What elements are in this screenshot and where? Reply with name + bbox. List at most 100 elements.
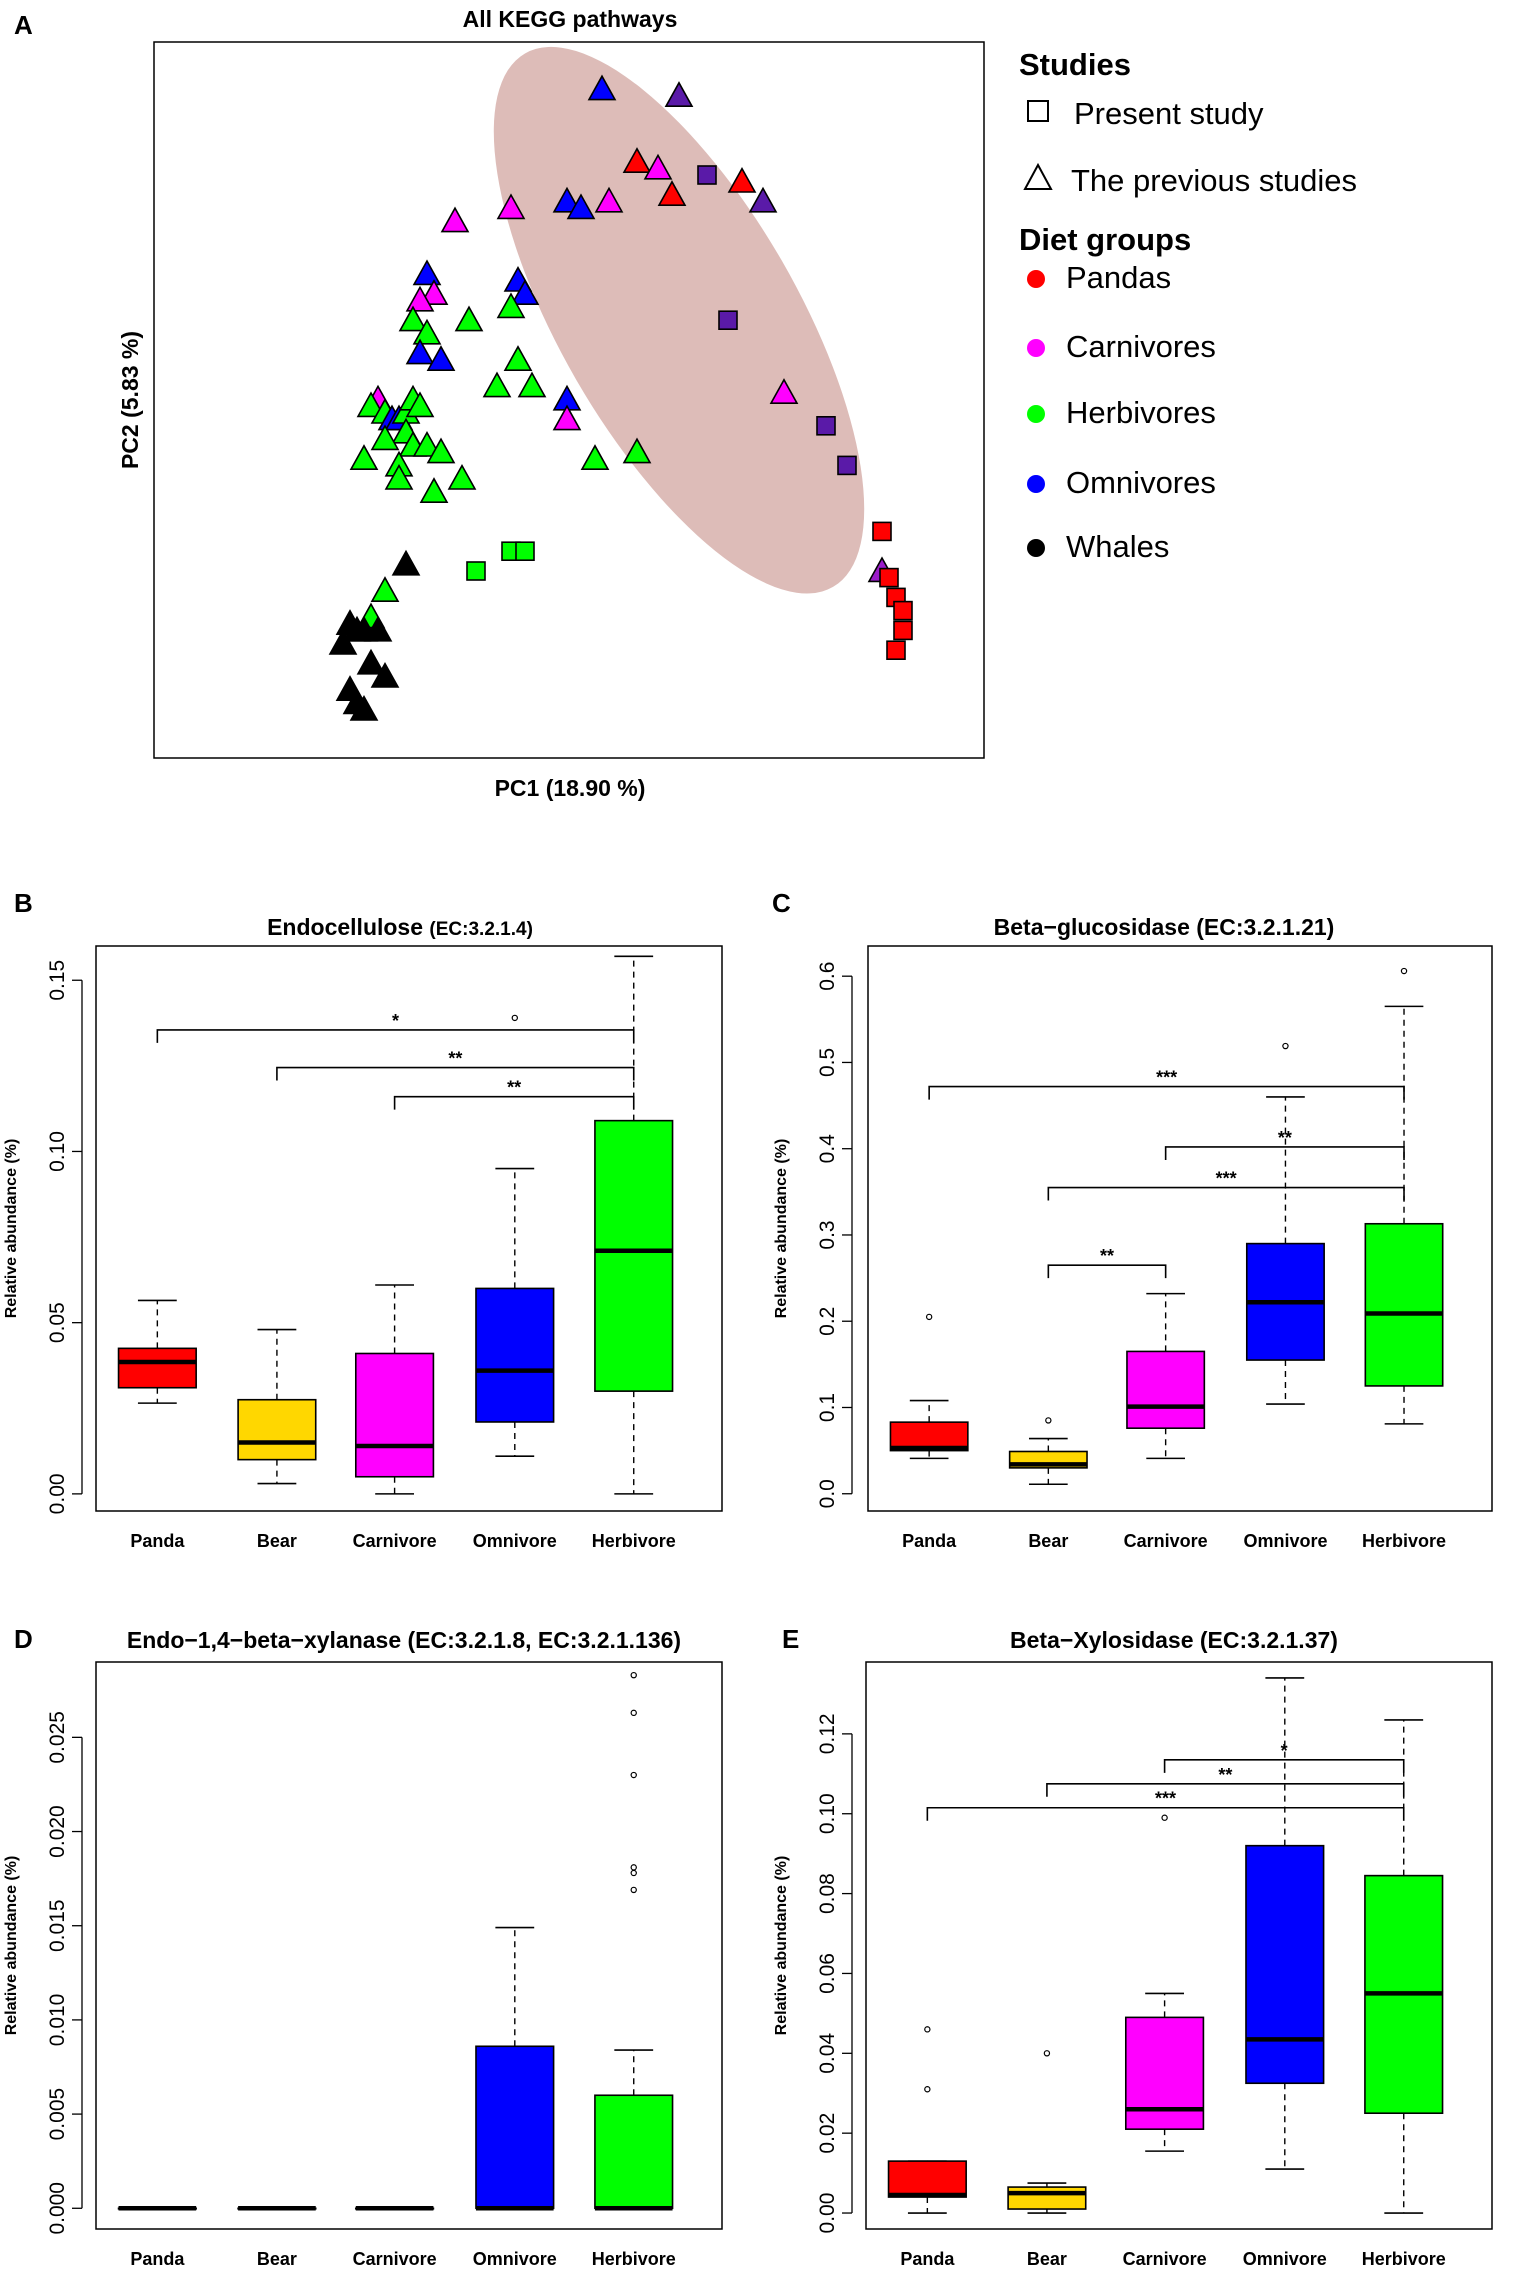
pcoa-point-triangle bbox=[657, 180, 687, 206]
significance-bracket bbox=[926, 1806, 1405, 1821]
pcoa-point-triangle bbox=[356, 648, 386, 675]
x-category-label: Carnivore bbox=[1124, 1531, 1208, 1551]
x-category-label: Panda bbox=[902, 1531, 957, 1551]
legend-dot-herbivores bbox=[1027, 405, 1045, 423]
pcoa-point-triangle bbox=[447, 463, 477, 490]
panel-label-b: B bbox=[14, 888, 33, 918]
pcoa-title: All KEGG pathways bbox=[463, 6, 678, 32]
significance-bracket bbox=[1163, 1759, 1405, 1773]
pcoa-point-triangle bbox=[412, 318, 442, 345]
x-category-label: Carnivore bbox=[353, 2249, 437, 2269]
box-herbivore bbox=[594, 1119, 674, 1392]
significance-bracket bbox=[1046, 1782, 1405, 1797]
x-category-label: Herbivore bbox=[592, 2249, 676, 2269]
significance-bracket bbox=[276, 1066, 635, 1081]
x-category-label: Omnivore bbox=[473, 2249, 557, 2269]
pcoa-point-square bbox=[515, 541, 535, 562]
pcoa-point-triangle bbox=[769, 378, 799, 405]
pcoa-point-triangle bbox=[496, 193, 526, 220]
pcoa-point-square bbox=[872, 521, 892, 542]
box-bear bbox=[1007, 2186, 1087, 2210]
y-tick-label: 0.4 bbox=[816, 1134, 839, 1164]
significance-label: * bbox=[1281, 1741, 1288, 1761]
plot-frame bbox=[867, 945, 1493, 1512]
y-tick-label: 0.06 bbox=[816, 1953, 839, 1994]
x-category-label: Bear bbox=[1028, 1531, 1068, 1551]
box-omnivore bbox=[475, 1287, 555, 1423]
box-herbivore bbox=[1364, 1222, 1444, 1387]
legend-label-carnivores: Carnivores bbox=[1066, 329, 1216, 364]
pcoa-point-triangle bbox=[412, 259, 442, 286]
legend-label-herbivores: Herbivores bbox=[1066, 395, 1216, 430]
outlier-point bbox=[630, 1864, 637, 1871]
legend-dot-whales bbox=[1027, 539, 1045, 557]
y-axis-label: Relative abundance (%) bbox=[773, 1139, 790, 1319]
box-herbivore bbox=[594, 2094, 674, 2210]
pcoa-point-square bbox=[816, 415, 836, 436]
pcoa-point-square bbox=[697, 165, 717, 185]
pcoa-point-triangle bbox=[496, 292, 526, 319]
panel-label-c: C bbox=[772, 888, 791, 918]
significance-bracket bbox=[928, 1085, 1405, 1100]
y-tick-label: 0.15 bbox=[46, 960, 69, 1001]
pcoa-point-triangle bbox=[405, 391, 435, 418]
pcoa-point-triangle bbox=[727, 166, 757, 193]
box-omnivore bbox=[475, 2045, 555, 2210]
pcoa-point-square bbox=[466, 561, 486, 581]
y-tick-label: 0.015 bbox=[46, 1899, 69, 1952]
y-tick-label: 0.020 bbox=[46, 1805, 69, 1858]
pcoa-point-square bbox=[879, 567, 899, 588]
plot-frame bbox=[95, 945, 723, 1512]
y-tick-label: 0.3 bbox=[816, 1220, 839, 1249]
box-carnivore bbox=[1126, 1350, 1206, 1429]
pcoa-point-triangle bbox=[580, 444, 610, 471]
outlier-point bbox=[1043, 2050, 1051, 2057]
pcoa-point-triangle bbox=[384, 463, 414, 490]
panel-c-title: Beta−glucosidase (EC:3.2.1.21) bbox=[994, 914, 1335, 940]
y-axis-label: Relative abundance (%) bbox=[3, 1139, 20, 1319]
significance-label: ** bbox=[1218, 1765, 1232, 1785]
pcoa-point-triangle bbox=[370, 424, 400, 451]
pcoa-ellipse bbox=[493, 46, 865, 594]
pcoa-point-triangle bbox=[426, 345, 456, 372]
x-category-label: Herbivore bbox=[592, 1531, 676, 1551]
y-tick-label: 0.05 bbox=[46, 1302, 69, 1343]
boxplot-panel-d: Endo−1,4−beta−xylanase (EC:3.2.1.8, EC:3… bbox=[3, 1627, 723, 2269]
pcoa-point-triangle bbox=[363, 615, 393, 642]
y-tick-label: 0.08 bbox=[816, 1873, 839, 1914]
y-tick-label: 0.5 bbox=[816, 1048, 839, 1077]
significance-label: ** bbox=[507, 1078, 521, 1098]
x-category-label: Bear bbox=[1027, 2249, 1067, 2269]
x-category-label: Omnivore bbox=[1243, 1531, 1327, 1551]
y-tick-label: 0.6 bbox=[816, 962, 839, 991]
pcoa-point-triangle bbox=[349, 444, 379, 471]
outlier-point bbox=[1161, 1814, 1168, 1821]
x-category-label: Panda bbox=[130, 2249, 185, 2269]
pcoa-point-triangle bbox=[419, 477, 449, 504]
x-category-label: Herbivore bbox=[1362, 1531, 1446, 1551]
y-tick-label: 0.12 bbox=[816, 1713, 839, 1754]
x-category-label: Bear bbox=[257, 2249, 297, 2269]
boxplot-panel-c: Beta−glucosidase (EC:3.2.1.21) 0.0 0.1 0.2… bbox=[773, 914, 1493, 1551]
outlier-point bbox=[924, 2026, 931, 2033]
pcoa-point-square bbox=[893, 600, 913, 621]
legend-previous-studies: The previous studies bbox=[1071, 163, 1357, 198]
significance-bracket bbox=[393, 1095, 635, 1110]
pcoa-point-triangle bbox=[328, 628, 358, 655]
significance-bracket bbox=[1164, 1146, 1405, 1160]
pcoa-point-triangle bbox=[594, 186, 624, 213]
panel-label-e: E bbox=[782, 1624, 799, 1654]
pcoa-point-triangle bbox=[440, 206, 470, 233]
y-tick-label: 0.02 bbox=[816, 2113, 839, 2154]
outlier-point bbox=[630, 1869, 637, 1877]
legend-studies-title: Studies bbox=[1019, 47, 1131, 82]
pcoa-panel: All KEGG pathways PC1 (18.90 %) PC2 (5.8… bbox=[117, 6, 1357, 801]
outlier-point bbox=[630, 1886, 637, 1894]
y-tick-label: 0.04 bbox=[816, 2033, 839, 2074]
x-category-label: Panda bbox=[130, 1531, 185, 1551]
pcoa-point-triangle bbox=[748, 186, 778, 213]
significance-label: *** bbox=[1216, 1169, 1237, 1189]
plot-frame bbox=[95, 1661, 723, 2230]
pcoa-point-triangle bbox=[405, 285, 435, 312]
significance-label: * bbox=[392, 1011, 399, 1031]
